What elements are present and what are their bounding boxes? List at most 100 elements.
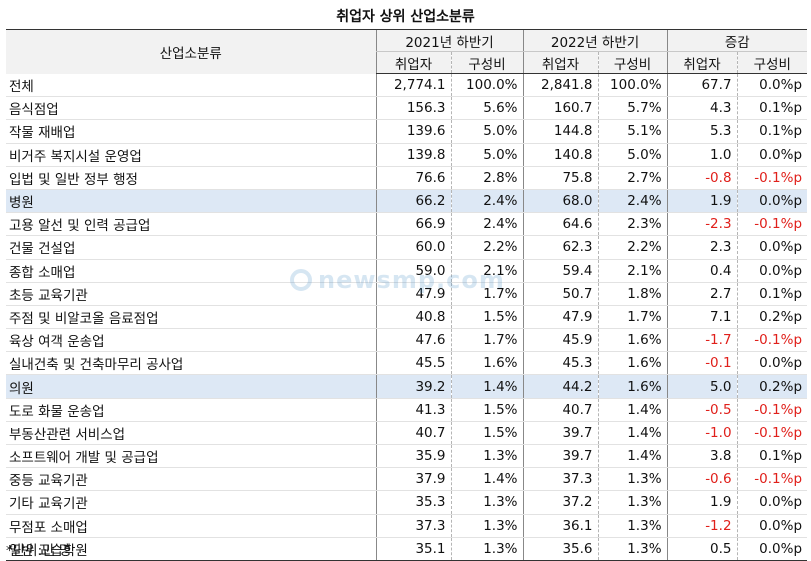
- industry-name-cell: 고용 알선 및 인력 공급업: [6, 212, 376, 237]
- employed-2021-cell: 60.0: [375, 235, 451, 260]
- ratio-change-cell: -0.1%p: [736, 421, 808, 446]
- industry-name-cell: 실내건축 및 건축마무리 공사업: [6, 351, 376, 376]
- industry-name-cell: 무점포 소매업: [6, 514, 376, 538]
- ratio-2021-cell: 1.7%: [450, 328, 524, 353]
- industry-name-cell: 병원: [6, 189, 376, 214]
- ratio-2021-cell: 1.5%: [450, 421, 524, 446]
- employed-2021-cell: 40.7: [375, 421, 451, 446]
- ratio-2021-cell: 1.3%: [450, 490, 524, 515]
- employed-2022-cell: 2,841.8: [522, 73, 599, 98]
- industry-name-cell: 비거주 복지시설 운영업: [6, 143, 376, 167]
- industry-name-cell: 중등 교육기관: [6, 467, 376, 492]
- table-title: 취업자 상위 산업소분류: [336, 9, 475, 25]
- table-row: 입법 및 일반 정부 행정 76.6 2.8% 75.8 2.7% -0.8 -0.1%p: [6, 166, 808, 190]
- ratio-change-cell: -0.1%p: [736, 328, 808, 353]
- ratio-change-cell: 0.0%p: [736, 189, 808, 214]
- ratio-2022-cell: 1.4%: [597, 444, 668, 469]
- table-row: 부동산관련 서비스업 40.7 1.5% 39.7 1.4% -1.0 -0.1%p: [6, 421, 808, 446]
- table-row: 도로 화물 운송업 41.3 1.5% 40.7 1.4% -0.5 -0.1%p: [6, 398, 808, 422]
- ratio-2022-cell: 1.3%: [597, 537, 668, 561]
- employed-2021-cell: 47.9: [375, 282, 451, 306]
- table-row: 고용 알선 및 인력 공급업 66.9 2.4% 64.6 2.3% -2.3 -0.1%p: [6, 212, 808, 237]
- employed-2021-cell: 35.1: [375, 537, 451, 561]
- ratio-2022-cell: 1.6%: [597, 328, 668, 353]
- table-row: 종합 소매업 59.0 2.1% 59.4 2.1% 0.4 0.0%p: [6, 259, 808, 283]
- ratio-change-cell: -0.1%p: [736, 166, 808, 190]
- employed-change-cell: -0.6: [666, 467, 738, 492]
- employed-2022-cell: 40.7: [522, 398, 599, 422]
- table-row: 건물 건설업 60.0 2.2% 62.3 2.2% 2.3 0.0%p: [6, 235, 808, 260]
- employed-change-cell: -1.0: [666, 421, 738, 446]
- header-change: 증감: [666, 29, 808, 52]
- employed-2022-cell: 140.8: [522, 143, 599, 167]
- ratio-change-cell: 0.0%p: [736, 73, 808, 98]
- ratio-2022-cell: 1.3%: [597, 467, 668, 492]
- ratio-change-cell: 0.0%p: [736, 235, 808, 260]
- ratio-2021-cell: 1.5%: [450, 305, 524, 330]
- industry-name-cell: 음식점업: [6, 96, 376, 121]
- ratio-2022-cell: 2.4%: [597, 189, 668, 214]
- employed-2021-cell: 35.9: [375, 444, 451, 469]
- ratio-2022-cell: 1.4%: [597, 421, 668, 446]
- employed-2022-cell: 37.3: [522, 467, 599, 492]
- employed-change-cell: 0.4: [666, 259, 738, 283]
- ratio-2021-cell: 2.8%: [450, 166, 524, 190]
- subheader-employed-2021: 취업자: [375, 51, 451, 74]
- industry-name-cell: 소프트웨어 개발 및 공급업: [6, 444, 376, 469]
- industry-name-cell: 일반 교습학원: [6, 537, 376, 561]
- employed-change-cell: 1.0: [666, 143, 738, 167]
- industry-name-cell: 의원: [6, 374, 376, 399]
- industry-name-cell: 건물 건설업: [6, 235, 376, 260]
- industry-employment-table: 산업소분류 2021년 하반기 2022년 하반기 증감 취업자 구성비 취업자…: [6, 29, 808, 561]
- employed-2022-cell: 64.6: [522, 212, 599, 237]
- employed-change-cell: 2.3: [666, 235, 738, 260]
- employed-change-cell: 1.9: [666, 189, 738, 214]
- industry-name-cell: 부동산관련 서비스업: [6, 421, 376, 446]
- employed-change-cell: -0.8: [666, 166, 738, 190]
- ratio-2021-cell: 1.3%: [450, 514, 524, 538]
- ratio-2022-cell: 1.4%: [597, 398, 668, 422]
- employed-change-cell: 3.8: [666, 444, 738, 469]
- table-row: 소프트웨어 개발 및 공급업 35.9 1.3% 39.7 1.4% 3.8 0.1%p: [6, 444, 808, 469]
- table-body: 전체 2,774.1 100.0% 2,841.8 100.0% 67.7 0.0%p 음식점…: [6, 73, 808, 561]
- employed-change-cell: -1.2: [666, 514, 738, 538]
- employed-2022-cell: 50.7: [522, 282, 599, 306]
- table-row: 병원 66.2 2.4% 68.0 2.4% 1.9 0.0%p: [6, 189, 808, 214]
- industry-name-cell: 종합 소매업: [6, 259, 376, 283]
- industry-name-cell: 기타 교육기관: [6, 490, 376, 515]
- ratio-2022-cell: 1.8%: [597, 282, 668, 306]
- ratio-2022-cell: 5.7%: [597, 96, 668, 121]
- employed-2022-cell: 68.0: [522, 189, 599, 214]
- employed-change-cell: 0.5: [666, 537, 738, 561]
- employed-2022-cell: 36.1: [522, 514, 599, 538]
- employed-2021-cell: 2,774.1: [375, 73, 451, 98]
- table-row: 음식점업 156.3 5.6% 160.7 5.7% 4.3 0.1%p: [6, 96, 808, 121]
- ratio-2022-cell: 1.3%: [597, 490, 668, 515]
- employed-2022-cell: 160.7: [522, 96, 599, 121]
- ratio-2021-cell: 1.7%: [450, 282, 524, 306]
- ratio-2021-cell: 1.5%: [450, 398, 524, 422]
- employed-2022-cell: 62.3: [522, 235, 599, 260]
- header-2021: 2021년 하반기: [375, 29, 524, 52]
- ratio-change-cell: -0.1%p: [736, 467, 808, 492]
- ratio-2022-cell: 5.0%: [597, 143, 668, 167]
- table-row: 전체 2,774.1 100.0% 2,841.8 100.0% 67.7 0.0%p: [6, 73, 808, 98]
- ratio-2022-cell: 5.1%: [597, 119, 668, 144]
- employed-change-cell: 4.3: [666, 96, 738, 121]
- ratio-2021-cell: 2.1%: [450, 259, 524, 283]
- employed-2021-cell: 47.6: [375, 328, 451, 353]
- ratio-2022-cell: 1.6%: [597, 351, 668, 376]
- ratio-2021-cell: 2.4%: [450, 212, 524, 237]
- ratio-2021-cell: 1.3%: [450, 444, 524, 469]
- ratio-change-cell: 0.1%p: [736, 282, 808, 306]
- ratio-change-cell: 0.2%p: [736, 305, 808, 330]
- industry-name-cell: 육상 여객 운송업: [6, 328, 376, 353]
- ratio-change-cell: -0.1%p: [736, 398, 808, 422]
- employed-change-cell: -2.3: [666, 212, 738, 237]
- ratio-2022-cell: 1.7%: [597, 305, 668, 330]
- employed-2021-cell: 39.2: [375, 374, 451, 399]
- table-row: 육상 여객 운송업 47.6 1.7% 45.9 1.6% -1.7 -0.1%p: [6, 328, 808, 353]
- subheader-employed-2022: 취업자: [522, 51, 599, 74]
- header-2022: 2022년 하반기: [522, 29, 668, 52]
- ratio-2022-cell: 2.1%: [597, 259, 668, 283]
